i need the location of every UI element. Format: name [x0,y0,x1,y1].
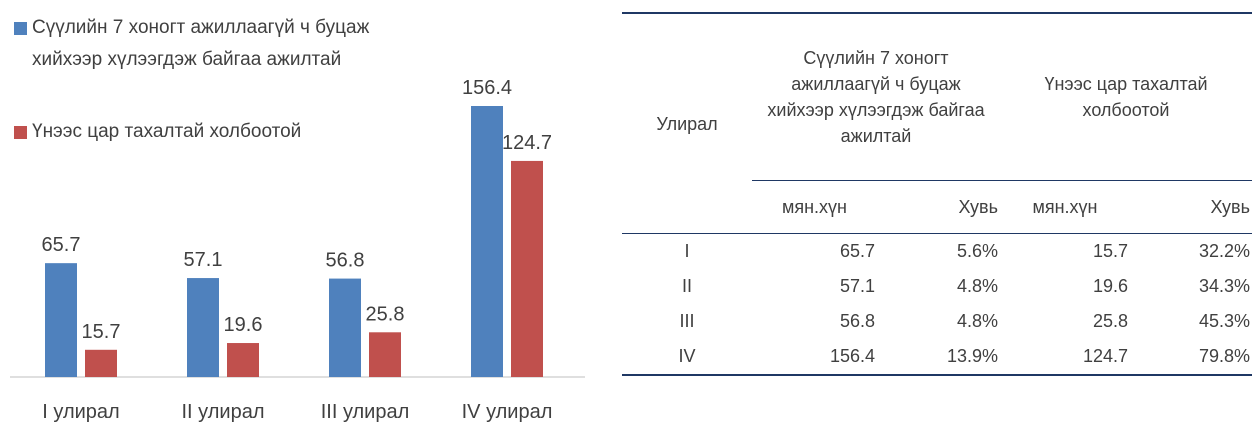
data-label: 15.7 [82,321,121,343]
table-cell: 15.7 [1092,241,1128,261]
table-cell: 45.3% [1198,311,1250,331]
table-cell: 124.7 [1082,346,1128,366]
table-row: Улирал Сүүлийн 7 хоногт ажиллаагүй ч буца… [622,13,1252,234]
table-row: мян.хүн Хувь мян.хүн Хувь [622,180,1252,234]
data-table: Улирал Сүүлийн 7 хоногт ажиллаагүй ч буца… [622,12,1252,376]
table-cell: II [681,276,692,296]
table-cell: 4.8% [956,311,998,331]
table-cell: 65.7 [839,241,875,261]
table-row: I 65.7 5.6% 15.7 32.2% [622,234,1252,270]
bar [369,332,401,377]
table-cell: 79.8% [1198,346,1250,366]
header-cell: Сүүлийн 7 хоногт ажиллаагүй ч буцаж хийх… [752,13,1000,181]
bar [329,278,361,377]
x-tick-label: IV улирал [462,401,553,423]
subheader-cell: Хувь [1130,180,1252,234]
table-row: II 57.1 4.8% 19.6 34.3% [622,269,1252,304]
legend-swatch [14,126,27,139]
table-cell: 57.1 [839,276,875,296]
bar [187,278,219,377]
table-cell: 25.8 [1092,311,1128,331]
bar [471,106,503,377]
table-cell: III [679,311,695,331]
header-cell: Улирал [622,13,752,234]
table-cell: 156.4 [829,346,875,366]
legend-label: Үнээс цар тахалтай холбоотой [32,121,302,142]
subheader-cell: Хувь [877,180,1000,234]
x-tick-label: III улирал [321,401,410,423]
table-cell: 19.6 [1092,276,1128,296]
bar [511,160,543,377]
chart: I улирал 65.7 15.7 II улирал 57.1 19.6 III ули… [10,77,585,423]
table-cell: 32.2% [1198,241,1250,261]
bar [227,343,259,377]
table-cell: 56.8 [839,311,875,331]
table-row: III 56.8 4.8% 25.8 45.3% [622,304,1252,339]
table-cell: IV [678,346,696,366]
legend-entry: Үнээс цар тахалтай холбоотой [14,116,422,148]
bar [85,349,117,377]
data-label: 57.1 [184,249,223,271]
data-label: 56.8 [326,250,365,272]
data-label: 19.6 [224,314,263,336]
subheader-cell: мян.хүн [1000,180,1130,234]
table-cell: I [684,241,690,261]
table-cell: 13.9% [946,346,998,366]
header-cell: Үнээс цар тахалтай холбоотой [1000,13,1252,181]
bar [45,263,77,377]
legend-swatch [14,22,27,35]
legend-entry: Сүүлийн 7 хоногт ажиллаагүй ч буцаж хийх… [14,12,422,76]
data-label: 124.7 [502,132,552,154]
table-cell: 4.8% [956,276,998,296]
table-cell: 5.6% [956,241,998,261]
data-label: 156.4 [462,77,512,99]
subheader-cell: мян.хүн [752,180,877,234]
data-label: 25.8 [366,303,405,325]
data-label: 65.7 [42,234,81,256]
legend-label: Сүүлийн 7 хоногт ажиллаагүй ч буцаж хийх… [32,17,370,70]
table-row: IV 156.4 13.9% 124.7 79.8% [622,339,1252,375]
x-tick-label: I улирал [42,401,119,423]
x-tick-label: II улирал [182,401,265,423]
table-cell: 34.3% [1198,276,1250,296]
